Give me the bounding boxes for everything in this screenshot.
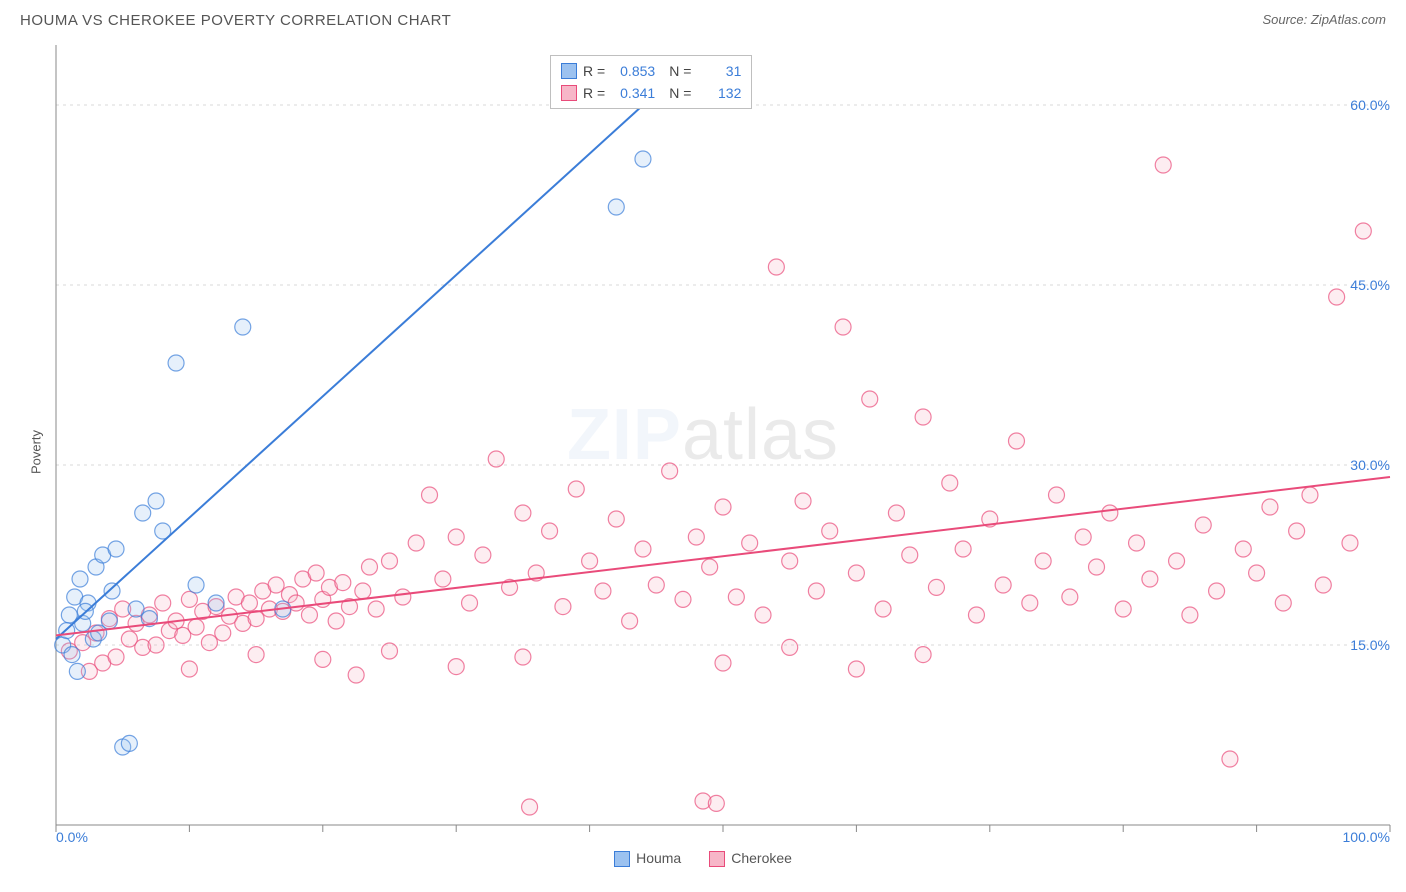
source-prefix: Source: <box>1262 12 1310 27</box>
scatter-chart <box>8 37 1398 867</box>
stats-n-label: N = <box>669 82 691 104</box>
stats-r-label: R = <box>583 60 605 82</box>
stats-r-label: R = <box>583 82 605 104</box>
legend-swatch-cherokee <box>709 851 725 867</box>
legend-label-houma: Houma <box>636 850 681 866</box>
legend-item-houma: Houma <box>614 850 681 867</box>
y-tick-label: 30.0% <box>1350 457 1390 473</box>
stats-row: R = 0.853 N = 31 <box>561 60 741 82</box>
stats-n-value: 132 <box>697 82 741 104</box>
y-axis-label: Poverty <box>29 430 44 474</box>
bottom-legend: Houma Cherokee <box>8 850 1398 867</box>
x-max-label: 100.0% <box>1343 829 1390 845</box>
header: HOUMA VS CHEROKEE POVERTY CORRELATION CH… <box>8 8 1398 37</box>
y-tick-label: 15.0% <box>1350 637 1390 653</box>
stats-n-label: N = <box>669 60 691 82</box>
stats-r-value: 0.853 <box>611 60 655 82</box>
x-min-label: 0.0% <box>56 829 88 845</box>
y-tick-label: 60.0% <box>1350 97 1390 113</box>
legend-label-cherokee: Cherokee <box>731 850 792 866</box>
stats-swatch <box>561 85 577 101</box>
source-name: ZipAtlas.com <box>1311 12 1386 27</box>
chart-container: ZIPatlas Poverty R =0.853N =31R =0.341N … <box>8 37 1398 867</box>
stats-row: R = 0.341 N = 132 <box>561 82 741 104</box>
chart-title: HOUMA VS CHEROKEE POVERTY CORRELATION CH… <box>20 12 451 29</box>
y-tick-label: 45.0% <box>1350 277 1390 293</box>
stats-swatch <box>561 63 577 79</box>
legend-swatch-houma <box>614 851 630 867</box>
source-attribution: Source: ZipAtlas.com <box>1262 12 1386 27</box>
stats-n-value: 31 <box>697 60 741 82</box>
stats-r-value: 0.341 <box>611 82 655 104</box>
legend-item-cherokee: Cherokee <box>709 850 792 867</box>
correlation-stats-box: R = 0.853 N = 31 R = 0.341 N = 132 <box>550 55 752 109</box>
